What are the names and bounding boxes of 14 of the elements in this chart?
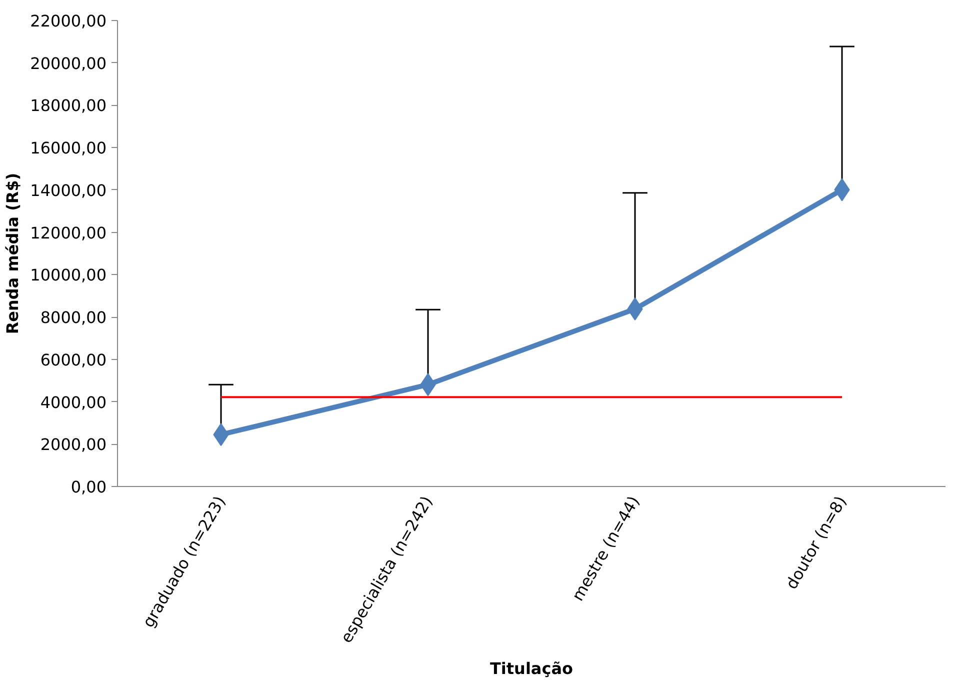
y-tick-label: 18000,00 bbox=[30, 96, 106, 116]
y-tick-label: 2000,00 bbox=[40, 435, 107, 454]
x-axis-title: Titulação bbox=[490, 658, 574, 678]
y-tick-label: 14000,00 bbox=[30, 180, 106, 200]
y-tick-label: 16000,00 bbox=[30, 138, 106, 158]
y-tick-label: 0,00 bbox=[70, 478, 106, 496]
y-tick-label: 12000,00 bbox=[30, 223, 106, 242]
y-tick-label: 8000,00 bbox=[40, 308, 107, 328]
y-axis-title: Renda média (R$) bbox=[3, 172, 22, 334]
y-tick-label: 4000,00 bbox=[40, 392, 107, 412]
y-tick-label: 6000,00 bbox=[40, 350, 107, 370]
y-tick-label: 20000,00 bbox=[30, 54, 106, 73]
y-tick-label: 10000,00 bbox=[30, 266, 106, 285]
y-tick-label: 22000,00 bbox=[30, 12, 106, 30]
